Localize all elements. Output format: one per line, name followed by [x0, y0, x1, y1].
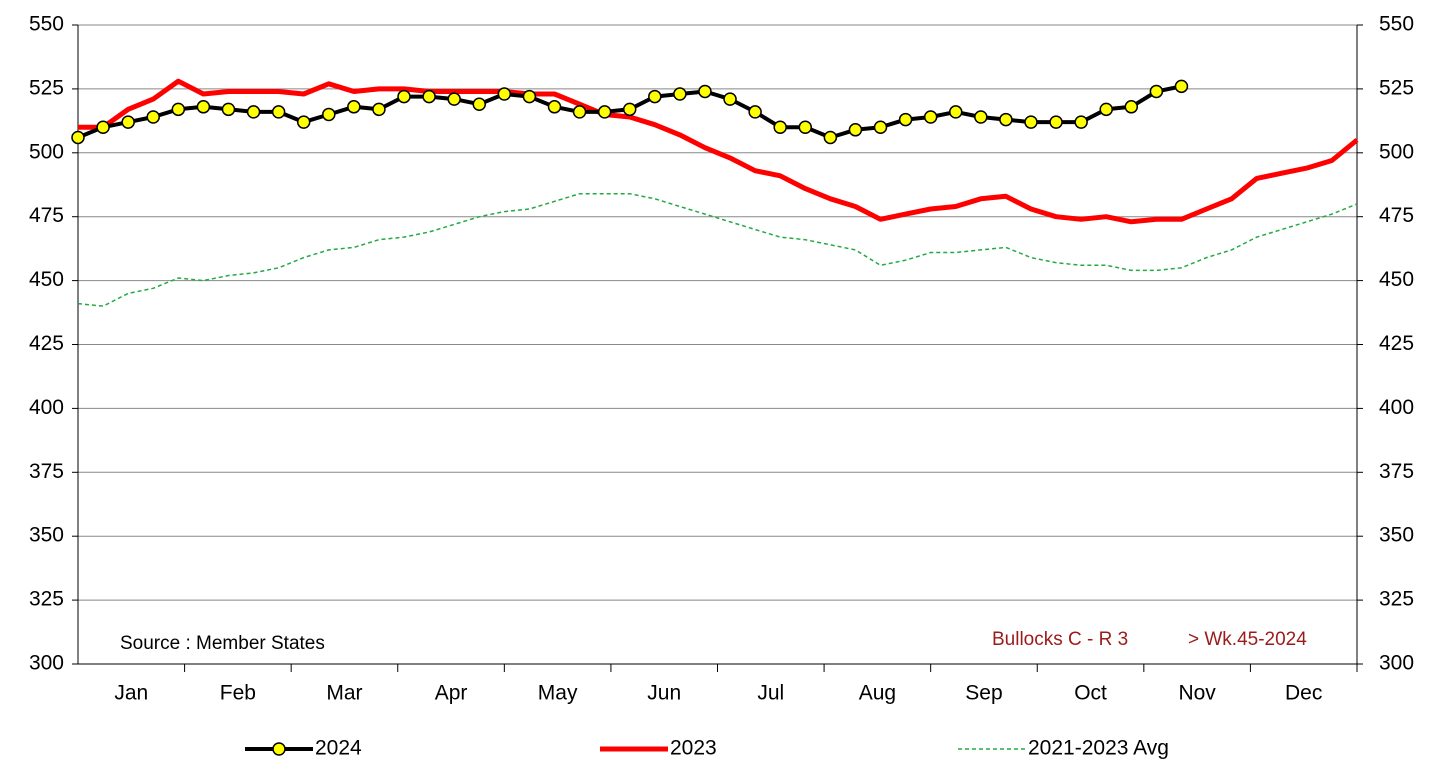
- x-tick-label: Oct: [1074, 682, 1107, 705]
- y-tick-label: 500: [29, 140, 64, 163]
- x-tick-label: Jul: [757, 682, 784, 705]
- point: [848, 123, 863, 137]
- x-tick-label: Sep: [965, 682, 1002, 705]
- y2-tick-label: 400: [1379, 396, 1414, 419]
- annotation: > Wk.45-2024: [1188, 629, 1307, 650]
- annotation: Source : Member States: [120, 633, 325, 654]
- y2-tick-label: 325: [1379, 588, 1414, 611]
- y-tick-label: 450: [29, 268, 64, 291]
- y-tick-label: 475: [29, 204, 64, 227]
- point: [522, 89, 537, 104]
- y2-tick-label: 375: [1379, 460, 1414, 483]
- y-tick-label: 525: [29, 76, 64, 99]
- point: [347, 100, 361, 114]
- y2-tick-label: 350: [1379, 524, 1414, 547]
- y2-tick-label: 300: [1379, 652, 1414, 675]
- y2-tick-label: 475: [1379, 204, 1414, 227]
- point: [372, 102, 386, 117]
- point: [196, 100, 211, 114]
- point: [698, 84, 712, 99]
- point: [447, 92, 461, 106]
- x-tick-label: Dec: [1285, 682, 1322, 705]
- y-tick-label: 300: [29, 652, 64, 675]
- legend-label: 2023: [670, 737, 717, 760]
- y2-tick-label: 550: [1379, 13, 1414, 36]
- point: [1074, 115, 1088, 129]
- x-tick-label: Aug: [859, 682, 896, 705]
- point: [974, 110, 988, 124]
- legend-label: 2024: [315, 737, 362, 760]
- point: [422, 89, 436, 104]
- point: [923, 110, 938, 124]
- point: [246, 105, 261, 119]
- x-tick-label: Nov: [1178, 682, 1216, 705]
- x-tick-label: Mar: [326, 682, 362, 705]
- x-tick-label: Jun: [647, 682, 681, 705]
- point: [648, 89, 662, 104]
- series-line: [77, 192, 1358, 307]
- point: [873, 120, 888, 134]
- point: [146, 110, 160, 124]
- y-tick-label: 325: [29, 588, 64, 611]
- point: [121, 115, 135, 129]
- point: [748, 105, 762, 119]
- point: [999, 112, 1013, 127]
- point: [221, 102, 236, 117]
- point: [723, 92, 737, 106]
- x-tick-label: Feb: [220, 682, 256, 705]
- point: [823, 130, 838, 145]
- point: [948, 105, 963, 119]
- point: [322, 107, 336, 122]
- point: [898, 112, 913, 127]
- x-tick-label: May: [538, 682, 578, 705]
- point: [798, 120, 813, 134]
- point: [622, 102, 637, 117]
- point: [171, 102, 186, 117]
- y-tick-label: 550: [29, 13, 64, 36]
- point: [673, 87, 687, 101]
- y-tick-label: 425: [29, 332, 64, 355]
- point: [572, 105, 587, 119]
- y-tick-label: 350: [29, 524, 64, 547]
- legend-marker: [272, 742, 286, 756]
- point: [271, 105, 286, 119]
- point: [96, 120, 110, 134]
- point: [472, 97, 487, 111]
- point: [1149, 84, 1164, 99]
- legend-label: 2021-2023 Avg: [1028, 737, 1169, 760]
- y2-tick-label: 500: [1379, 140, 1414, 163]
- y-tick-label: 375: [29, 460, 64, 483]
- x-tick-label: Jan: [114, 682, 148, 705]
- y2-tick-label: 450: [1379, 268, 1414, 291]
- x-tick-label: Apr: [435, 682, 468, 705]
- series-line: [78, 78, 1359, 225]
- annotation: Bullocks C - R 3: [992, 629, 1128, 650]
- point: [397, 89, 411, 104]
- point: [1049, 115, 1063, 129]
- point: [296, 115, 311, 129]
- point: [1024, 115, 1038, 129]
- point: [597, 105, 612, 119]
- point: [1174, 79, 1189, 94]
- y2-tick-label: 525: [1379, 76, 1414, 99]
- point: [1124, 100, 1139, 114]
- point: [773, 120, 787, 134]
- point: [547, 100, 562, 114]
- point: [1099, 102, 1113, 117]
- point: [71, 130, 85, 145]
- point: [497, 87, 512, 101]
- y-tick-label: 400: [29, 396, 64, 419]
- y2-tick-label: 425: [1379, 332, 1414, 355]
